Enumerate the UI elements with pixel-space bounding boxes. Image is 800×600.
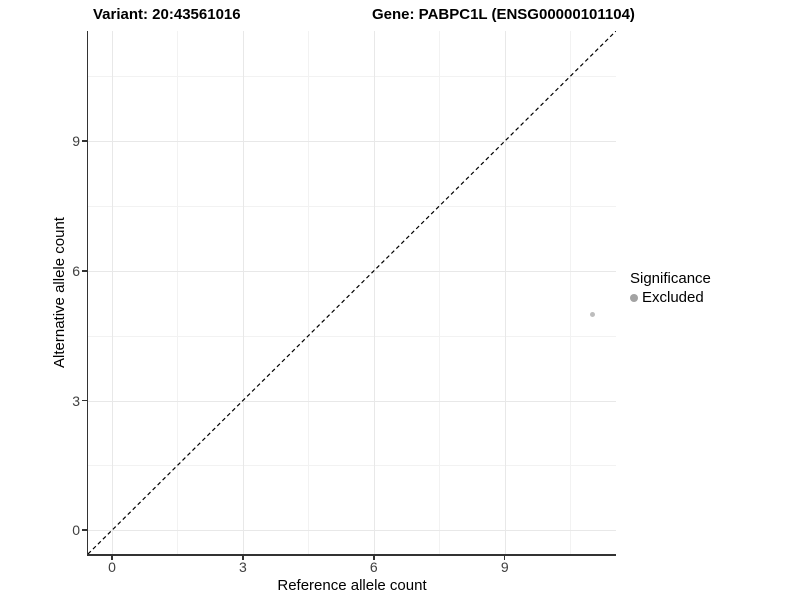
x-tick-mark <box>373 555 375 560</box>
y-tick-label: 6 <box>72 262 80 279</box>
gene-title: Gene: PABPC1L (ENSG00000101104) <box>372 6 635 23</box>
y-axis-title-box: Alternative allele count <box>44 31 74 554</box>
legend-title: Significance <box>630 270 711 287</box>
plot-panel <box>88 31 616 554</box>
x-axis-title: Reference allele count <box>277 577 427 594</box>
y-tick-label: 3 <box>72 392 80 409</box>
x-major-gridline <box>373 31 375 554</box>
y-minor-gridline <box>88 465 616 467</box>
legend: Significance Excluded <box>630 270 711 306</box>
data-point <box>589 311 595 317</box>
x-major-gridline <box>504 31 506 554</box>
legend-item-label: Excluded <box>642 289 704 306</box>
x-minor-gridline <box>177 31 179 554</box>
y-major-gridline <box>88 400 616 402</box>
y-tick-label: 9 <box>72 133 80 150</box>
y-tick-label: 0 <box>72 522 80 539</box>
excluded-dot-icon <box>630 293 638 302</box>
x-tick-mark <box>111 555 113 560</box>
y-major-gridline <box>88 141 616 143</box>
x-major-gridline <box>242 31 244 554</box>
x-tick-label: 6 <box>369 559 378 575</box>
identity-line <box>88 31 616 554</box>
y-tick-mark <box>81 529 87 531</box>
y-minor-gridline <box>88 76 616 78</box>
x-tick-label: 9 <box>500 559 509 575</box>
y-major-gridline <box>88 530 616 532</box>
y-axis-title: Alternative allele count <box>50 217 68 368</box>
x-tick-mark <box>503 555 506 560</box>
variant-title: Variant: 20:43561016 <box>93 6 241 23</box>
y-axis-line <box>86 31 88 556</box>
x-tick-label: 0 <box>108 559 116 575</box>
x-minor-gridline <box>439 31 441 554</box>
x-minor-gridline <box>570 31 572 554</box>
y-minor-gridline <box>88 206 616 208</box>
x-tick-label: 3 <box>239 559 247 575</box>
x-minor-gridline <box>308 31 310 554</box>
x-axis-line <box>86 554 616 556</box>
y-major-gridline <box>88 270 616 272</box>
x-tick-mark <box>242 555 244 560</box>
y-minor-gridline <box>88 335 616 337</box>
y-tick-mark <box>81 399 87 402</box>
x-major-gridline <box>112 31 113 554</box>
y-tick-mark <box>81 140 87 142</box>
y-tick-mark <box>81 270 87 272</box>
legend-item-excluded: Excluded <box>630 289 711 306</box>
